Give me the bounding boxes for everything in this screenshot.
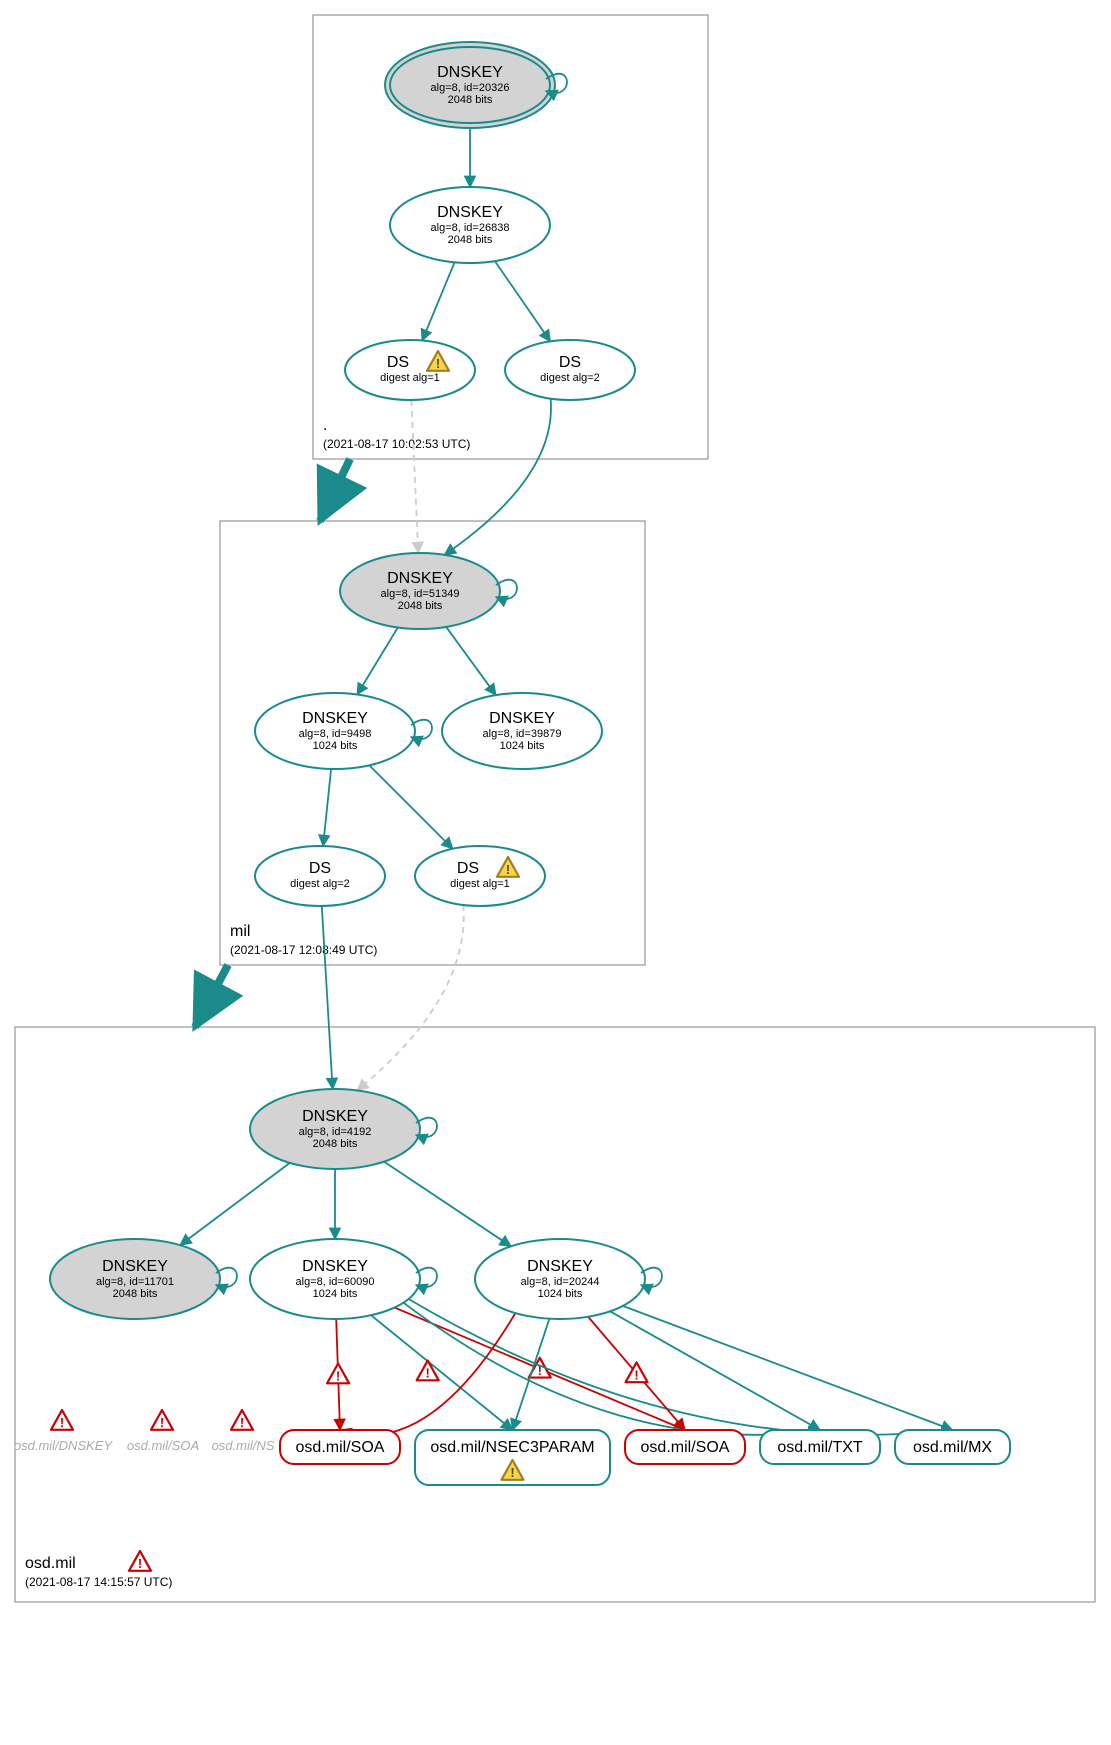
edge <box>446 627 496 695</box>
node-sub1: alg=8, id=20326 <box>431 82 510 94</box>
edge <box>445 399 551 555</box>
node-layer: DNSKEYalg=8, id=203262048 bitsDNSKEYalg=… <box>50 42 1010 1485</box>
svg-text:!: ! <box>240 1415 244 1430</box>
missing-record-label: osd.mil/DNSKEY <box>14 1438 114 1453</box>
edge <box>403 1303 820 1435</box>
zone-label: osd.mil <box>25 1555 76 1572</box>
node-title: DS <box>309 860 331 877</box>
node-sub2: 2048 bits <box>448 94 493 106</box>
edge <box>384 1162 511 1247</box>
svg-text:!: ! <box>60 1415 64 1430</box>
missing-record-label: osd.mil/NS <box>212 1438 275 1453</box>
ds-node <box>415 846 545 906</box>
node-sub2: 1024 bits <box>313 740 358 752</box>
zone-link-arrow <box>320 459 350 521</box>
node-sub1: alg=8, id=11701 <box>96 1276 174 1288</box>
node-sub1: alg=8, id=51349 <box>381 588 460 600</box>
node-title: DNSKEY <box>387 570 453 587</box>
node-sub1: digest alg=2 <box>540 372 600 384</box>
node-title: DNSKEY <box>527 1258 593 1275</box>
svg-text:!: ! <box>436 356 440 371</box>
node-title: DNSKEY <box>437 64 503 81</box>
node-sub1: digest alg=1 <box>450 878 510 890</box>
svg-text:!: ! <box>138 1556 142 1571</box>
node-title: DNSKEY <box>302 1108 368 1125</box>
zone-label: . <box>323 417 327 434</box>
edge <box>323 769 331 846</box>
node-sub2: 1024 bits <box>313 1288 358 1300</box>
node-title: DNSKEY <box>302 1258 368 1275</box>
zone-timestamp: (2021-08-17 10:02:53 UTC) <box>323 437 470 451</box>
edge <box>422 262 454 340</box>
ds-node <box>345 340 475 400</box>
svg-text:!: ! <box>506 862 510 877</box>
node-sub2: 2048 bits <box>448 234 493 246</box>
edge <box>409 1299 953 1435</box>
record-label: osd.mil/NSEC3PARAM <box>430 1439 594 1456</box>
record-label: osd.mil/SOA <box>641 1439 730 1456</box>
zone-link-arrow <box>195 965 228 1027</box>
node-title: DS <box>457 860 479 877</box>
zone-label: mil <box>230 923 250 940</box>
zone-timestamp: (2021-08-17 12:08:49 UTC) <box>230 943 377 957</box>
edge <box>369 765 452 848</box>
node-sub2: 2048 bits <box>398 600 443 612</box>
record-label: osd.mil/MX <box>913 1439 992 1456</box>
edge <box>322 906 333 1089</box>
missing-record-label: osd.mil/SOA <box>127 1438 199 1453</box>
node-title: DNSKEY <box>437 204 503 221</box>
svg-text:!: ! <box>336 1369 340 1384</box>
node-sub2: 1024 bits <box>500 740 545 752</box>
node-sub1: alg=8, id=26838 <box>431 222 510 234</box>
node-title: DS <box>387 354 409 371</box>
edge <box>357 905 464 1090</box>
node-title: DS <box>559 354 581 371</box>
node-sub2: 1024 bits <box>538 1288 583 1300</box>
edge <box>180 1163 290 1245</box>
node-title: DNSKEY <box>302 710 368 727</box>
edge <box>357 628 398 695</box>
svg-text:!: ! <box>160 1415 164 1430</box>
node-sub1: alg=8, id=9498 <box>299 728 372 740</box>
svg-text:!: ! <box>426 1366 430 1381</box>
edge <box>411 400 418 553</box>
node-sub1: digest alg=2 <box>290 878 350 890</box>
node-sub2: 2048 bits <box>113 1288 158 1300</box>
node-sub1: alg=8, id=39879 <box>483 728 562 740</box>
node-title: DNSKEY <box>489 710 555 727</box>
svg-text:!: ! <box>510 1465 514 1480</box>
record-label: osd.mil/TXT <box>777 1439 863 1456</box>
zone-timestamp: (2021-08-17 14:15:57 UTC) <box>25 1575 172 1589</box>
node-sub1: alg=8, id=4192 <box>299 1126 372 1138</box>
node-title: DNSKEY <box>102 1258 168 1275</box>
edge <box>371 1315 512 1430</box>
node-sub1: alg=8, id=60090 <box>296 1276 375 1288</box>
record-label: osd.mil/SOA <box>296 1439 385 1456</box>
node-sub2: 2048 bits <box>313 1138 358 1150</box>
svg-text:!: ! <box>634 1367 638 1382</box>
edge <box>495 261 550 341</box>
node-sub1: alg=8, id=20244 <box>521 1276 600 1288</box>
node-sub1: digest alg=1 <box>380 372 440 384</box>
